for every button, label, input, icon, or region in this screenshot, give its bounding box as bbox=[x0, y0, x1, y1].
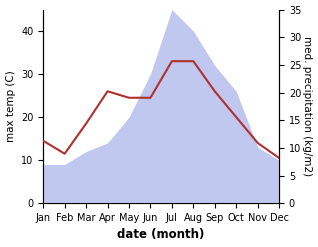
X-axis label: date (month): date (month) bbox=[117, 228, 205, 242]
Y-axis label: med. precipitation (kg/m2): med. precipitation (kg/m2) bbox=[302, 36, 313, 176]
Y-axis label: max temp (C): max temp (C) bbox=[5, 70, 16, 142]
